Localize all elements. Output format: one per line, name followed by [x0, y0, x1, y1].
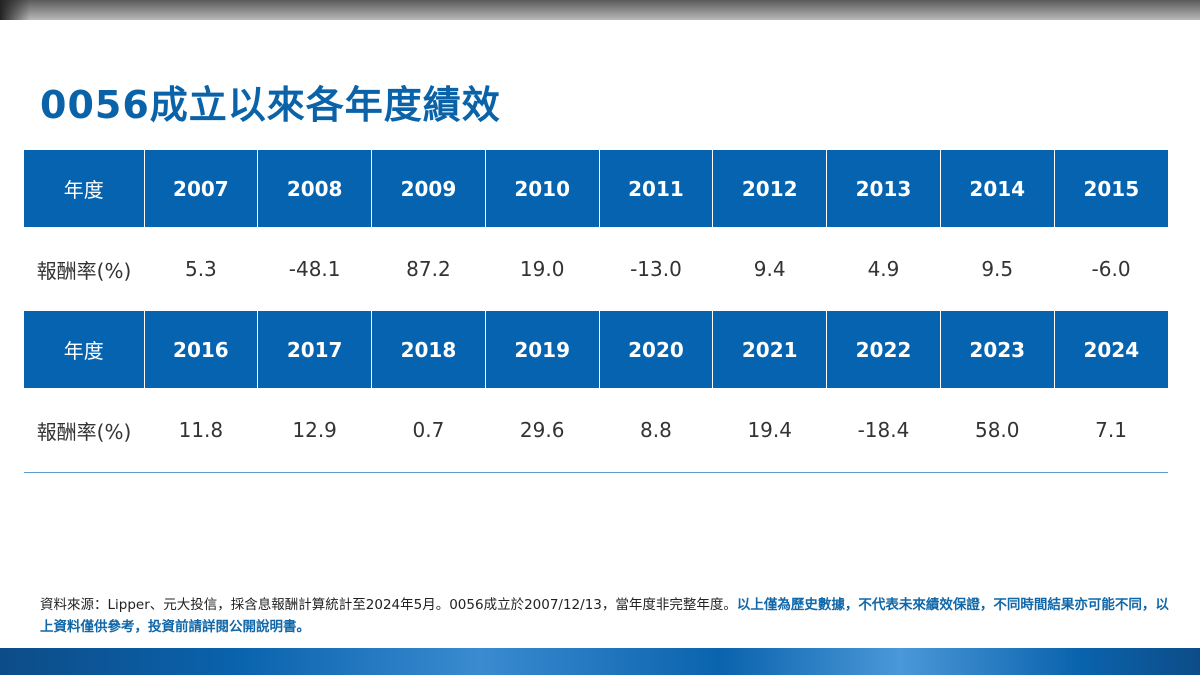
year-cell: 2015 — [1053, 150, 1168, 227]
year-cell: 2022 — [826, 311, 941, 388]
year-cell: 2013 — [826, 150, 941, 227]
year-header-row: 年度 2016 2017 2018 2019 2020 2021 2022 2023 2024 — [24, 311, 1168, 388]
year-cell: 2018 — [371, 311, 486, 388]
year-cell: 2017 — [257, 311, 372, 388]
return-cell: -18.4 — [826, 388, 941, 473]
top-banner — [0, 0, 1200, 20]
year-cell: 2014 — [939, 150, 1055, 227]
year-cell: 2023 — [939, 311, 1055, 388]
return-cell: -6.0 — [1091, 257, 1131, 281]
year-cell: 2024 — [1053, 311, 1168, 388]
footnote-source: 資料來源：Lipper、元大投信，採含息報酬計算統計至2024年5月。0056成… — [40, 597, 737, 613]
year-cell: 2019 — [484, 311, 600, 388]
return-cell: 8.8 — [599, 388, 713, 473]
return-label: 報酬率(%) — [36, 258, 132, 283]
footnote-disclaimer: 以上僅為歷史數據，不代表未來績效保證，不同時間結果亦可能不同，以上資料僅供參考，… — [40, 597, 1169, 635]
return-cell: 11.8 — [144, 388, 258, 473]
year-cell: 2021 — [712, 311, 827, 388]
year-header-label: 年度 — [24, 311, 144, 388]
return-cell: 7.1 — [1054, 388, 1168, 473]
footnote: 資料來源：Lipper、元大投信，採含息報酬計算統計至2024年5月。0056成… — [40, 594, 1170, 638]
year-cell: 2010 — [484, 150, 600, 227]
return-cell: 19.0 — [519, 257, 565, 281]
year-header-label: 年度 — [24, 150, 144, 227]
year-cell: 2016 — [143, 311, 258, 388]
bottom-banner — [0, 648, 1200, 675]
return-cell: 5.3 — [184, 257, 217, 281]
year-cell: 2012 — [712, 150, 827, 227]
return-cell: -48.1 — [288, 257, 341, 281]
year-cell: 2020 — [598, 311, 713, 388]
year-cell: 2011 — [598, 150, 713, 227]
page-title: 0056成立以來各年度績效 — [40, 83, 501, 127]
year-cell: 2008 — [257, 150, 372, 227]
return-row: 報酬率(%) 5.3 -48.1 87.2 19.0 -13.0 9.4 4.9 9.5 -6.0 — [24, 227, 1168, 311]
return-cell: 4.9 — [867, 257, 900, 281]
year-cell: 2009 — [371, 150, 486, 227]
return-cell: 0.7 — [371, 388, 486, 473]
return-cell: 9.4 — [753, 257, 786, 281]
return-cell: 19.4 — [712, 388, 827, 473]
return-label: 報酬率(%) — [24, 388, 144, 473]
return-cell: 87.2 — [406, 257, 451, 281]
return-cell: 58.0 — [940, 388, 1055, 473]
year-header-row: 年度 2007 2008 2009 2010 2011 2012 2013 2014 2015 — [24, 150, 1168, 227]
return-cell: 9.5 — [981, 257, 1014, 281]
return-cell: 12.9 — [257, 388, 372, 473]
performance-table: 年度 2007 2008 2009 2010 2011 2012 2013 2014 2015 報酬… — [24, 150, 1168, 473]
year-cell: 2007 — [143, 150, 258, 227]
return-cell: -13.0 — [630, 257, 682, 281]
return-cell: 29.6 — [485, 388, 600, 473]
return-row: 報酬率(%) 11.8 12.9 0.7 29.6 8.8 19.4 -18.4 58.0 7.1 — [24, 388, 1168, 473]
